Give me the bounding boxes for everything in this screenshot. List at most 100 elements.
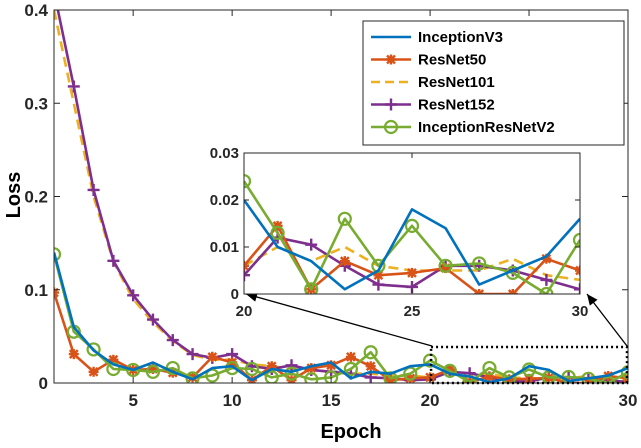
series-line — [54, 253, 628, 383]
data-point — [306, 363, 317, 374]
data-point — [438, 258, 453, 273]
data-point — [540, 273, 553, 286]
data-point — [482, 360, 497, 376]
data-point — [87, 183, 100, 196]
x-tick-label: 5 — [128, 391, 137, 410]
series-line — [244, 180, 580, 294]
legend-entry: ResNet152 — [371, 97, 495, 114]
data-point — [324, 370, 339, 383]
data-point — [304, 372, 319, 383]
data-point — [541, 253, 552, 264]
data-point — [339, 256, 350, 267]
data-point — [270, 225, 285, 240]
data-point — [620, 365, 628, 380]
zoom-region — [245, 292, 629, 385]
legend-label: ResNet101 — [418, 74, 495, 91]
data-point — [403, 366, 418, 381]
data-point — [244, 269, 250, 282]
data-point — [127, 289, 140, 302]
x-tick-label: 30 — [619, 391, 638, 410]
legend-label: InceptionV3 — [418, 29, 503, 46]
y-tick-label: 0.3 — [24, 94, 48, 113]
data-point — [337, 211, 352, 226]
inset-y-tick-label: 0.01 — [210, 239, 239, 256]
data-point — [305, 238, 318, 251]
data-point — [407, 267, 417, 278]
x-axis-title: Epoch — [320, 421, 381, 443]
y-tick-label: 0.1 — [24, 281, 48, 300]
data-point — [405, 373, 416, 383]
data-point — [326, 360, 337, 371]
data-point — [385, 375, 396, 383]
zoom-arrow-left — [245, 293, 433, 347]
legend-label: ResNet152 — [418, 97, 495, 114]
legend-entry: InceptionV3 — [371, 29, 503, 46]
data-point — [364, 371, 377, 383]
inset-y-tick-label: 0.02 — [210, 192, 239, 209]
data-point — [285, 359, 298, 372]
data-point — [363, 345, 378, 360]
data-point — [166, 334, 179, 347]
legend: InceptionV3 ResNet50 ResNet101 ResNet152 Inc… — [362, 20, 625, 146]
inset-y-tick-label: 0 — [231, 286, 239, 303]
zoom-box — [429, 345, 629, 385]
data-point — [440, 263, 451, 274]
data-point — [145, 364, 161, 379]
x-tick-label: 25 — [520, 391, 539, 410]
x-tick-label: 20 — [421, 391, 440, 410]
data-point — [68, 349, 79, 360]
inset-x-tick-label: 20 — [236, 303, 253, 320]
data-point — [386, 54, 396, 65]
data-point — [404, 218, 420, 233]
data-point — [126, 362, 141, 378]
data-point — [484, 371, 495, 382]
series-InceptionResNetV2 — [244, 174, 580, 294]
y-axis-title: Loss — [3, 172, 25, 219]
data-point — [146, 313, 159, 326]
data-point — [244, 361, 260, 377]
series-line — [244, 199, 580, 291]
legend-entry: InceptionResNetV2 — [371, 119, 555, 136]
data-point — [186, 348, 199, 361]
data-point — [304, 282, 319, 294]
series-InceptionV3 — [54, 252, 628, 383]
data-point — [574, 283, 580, 294]
y-tick-label: 0.4 — [24, 1, 48, 20]
data-point — [472, 256, 487, 271]
legend-label: ResNet50 — [418, 52, 486, 69]
data-point — [107, 254, 120, 267]
data-point — [383, 119, 399, 135]
data-point — [54, 247, 62, 262]
data-point — [385, 98, 397, 111]
data-point — [345, 351, 356, 362]
data-point — [372, 278, 385, 291]
inset-x-tick-label: 25 — [404, 303, 421, 320]
legend-entry: ResNet101 — [371, 74, 495, 91]
series-InceptionV3 — [244, 199, 580, 291]
data-point — [264, 370, 279, 383]
inset-plot-area — [244, 174, 580, 294]
data-point — [284, 366, 299, 381]
data-point — [67, 80, 80, 93]
x-tick-label: 15 — [322, 391, 341, 410]
data-point — [572, 232, 580, 248]
y-tick-label: 0.2 — [24, 188, 48, 207]
inset-x-tick-label: 30 — [572, 303, 589, 320]
data-point — [502, 370, 517, 383]
data-point — [266, 361, 277, 372]
data-point — [539, 286, 554, 294]
data-point — [601, 375, 616, 383]
data-point — [108, 354, 119, 365]
legend-entry: ResNet50 — [371, 52, 486, 69]
data-point — [244, 174, 252, 189]
main-plot-area — [54, 10, 628, 383]
data-point — [373, 270, 384, 281]
data-point — [225, 360, 240, 376]
inset-plot: 0 0.01 0.02 0.03 20 25 30 — [210, 145, 589, 320]
data-point — [365, 361, 376, 372]
data-point — [88, 366, 99, 377]
data-point — [147, 364, 158, 375]
x-tick-label: 10 — [223, 391, 242, 410]
data-point — [86, 342, 101, 357]
